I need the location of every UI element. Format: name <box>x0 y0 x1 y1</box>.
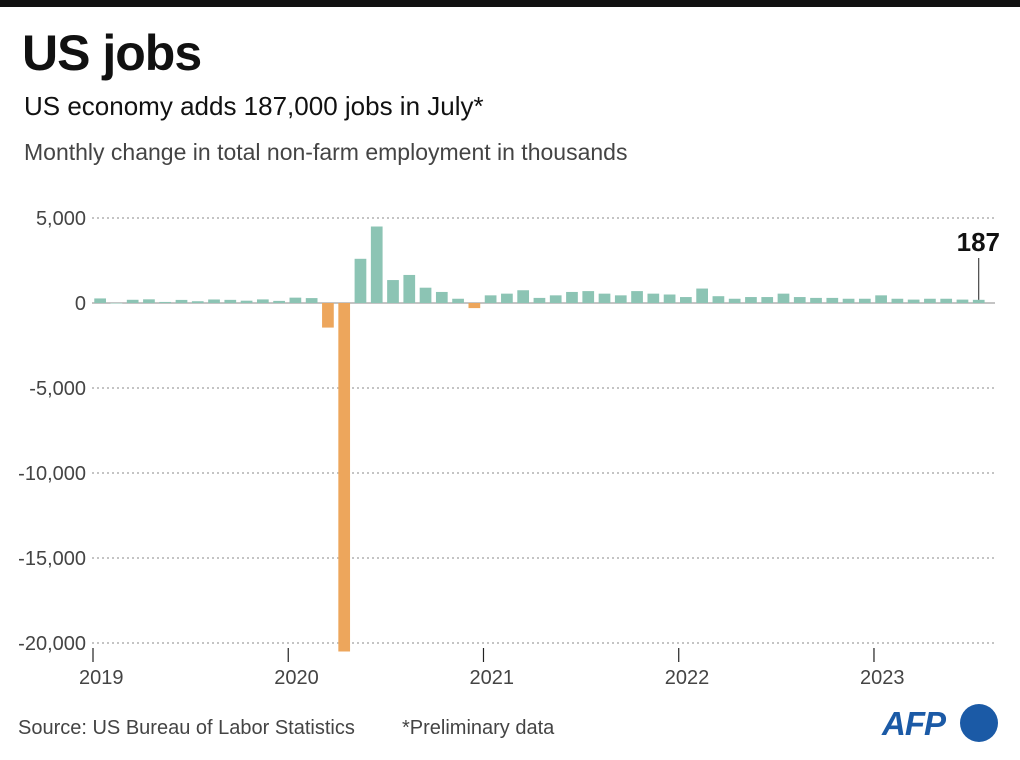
bar-2021-09 <box>614 295 627 303</box>
bar-2023-06 <box>956 299 969 303</box>
x-tick-label: 2023 <box>860 667 905 689</box>
bar-2019-02 <box>110 302 123 304</box>
bar-2019-11 <box>256 299 269 303</box>
bar-2020-05 <box>354 258 367 303</box>
bar-2022-02 <box>696 288 708 303</box>
bar-2020-08 <box>403 274 416 303</box>
y-tick-label: -15,000 <box>18 548 86 570</box>
bar-2021-08 <box>598 293 611 303</box>
bar-2023-01 <box>875 295 887 303</box>
bar-2019-08 <box>208 299 220 303</box>
bar-2023-03 <box>907 299 920 303</box>
y-tick-label: 0 <box>75 293 86 315</box>
bar-2020-02 <box>305 298 318 303</box>
chart-description: Monthly change in total non-farm employm… <box>24 139 628 165</box>
bar-2019-01 <box>94 298 106 303</box>
bar-2019-05 <box>159 301 172 303</box>
bar-2019-12 <box>273 300 285 303</box>
bar-2021-06 <box>566 291 578 303</box>
bar-2019-04 <box>143 299 155 303</box>
x-tick-label: 2021 <box>469 667 513 689</box>
bar-2022-12 <box>858 298 871 303</box>
page-title: US jobs <box>22 25 202 81</box>
x-tick-label: 2019 <box>79 667 124 689</box>
x-tick-label: 2022 <box>665 667 710 689</box>
bar-2019-07 <box>191 301 204 303</box>
bar-2020-09 <box>419 287 432 303</box>
bar-2022-09 <box>810 297 822 303</box>
bar-2023-05 <box>940 298 953 303</box>
bar-2020-03 <box>322 303 334 328</box>
jobs-bar-chart: 5,000 0 -5,000 -10,000 -15,000 -20,000 2019 202… <box>18 208 1000 689</box>
bar-2020-01 <box>289 297 302 303</box>
bar-2023-07 <box>972 299 985 303</box>
bar-2020-07 <box>387 280 399 303</box>
preliminary-note: *Preliminary data <box>402 717 555 739</box>
annotation-label: 187 <box>957 227 1000 257</box>
bar-2022-10 <box>826 297 839 303</box>
bar-2023-02 <box>891 298 904 303</box>
y-tick-label: -20,000 <box>18 633 86 655</box>
bar-2022-11 <box>842 298 855 303</box>
bar-2021-03 <box>517 290 530 303</box>
page-subtitle: US economy adds 187,000 jobs in July* <box>24 91 484 121</box>
bar-2020-04 <box>338 303 351 652</box>
bar-2021-05 <box>549 295 562 303</box>
bar-2021-04 <box>533 297 546 303</box>
bar-2022-07 <box>777 293 790 303</box>
x-tick-label: 2020 <box>274 667 319 689</box>
y-tick-label: -5,000 <box>29 378 86 400</box>
bar-2019-10 <box>240 300 253 303</box>
bar-2022-05 <box>745 297 757 303</box>
source-note: Source: US Bureau of Labor Statistics <box>18 717 355 739</box>
top-rule <box>0 0 1020 7</box>
bar-2021-07 <box>582 291 595 303</box>
bar-2021-10 <box>631 291 643 303</box>
bar-2021-01 <box>484 295 497 303</box>
bar-2023-04 <box>924 298 936 303</box>
bar-2020-10 <box>435 291 448 303</box>
bar-2022-08 <box>793 297 806 303</box>
bar-2021-02 <box>501 293 513 303</box>
y-tick-label: 5,000 <box>36 208 86 230</box>
afp-logo-circle-icon <box>960 704 998 742</box>
bar-2019-09 <box>224 299 237 303</box>
afp-logo: AFP <box>882 703 1000 743</box>
bar-2019-03 <box>126 299 139 303</box>
bar-2022-04 <box>728 298 741 303</box>
bar-2020-06 <box>370 226 383 303</box>
bar-2021-11 <box>647 293 660 303</box>
bar-2022-01 <box>680 297 692 303</box>
bar-2019-06 <box>175 299 188 303</box>
afp-logo-text: AFP <box>882 705 946 742</box>
bar-2022-03 <box>712 296 725 303</box>
y-tick-label: -10,000 <box>18 463 86 485</box>
bar-2020-11 <box>452 298 464 303</box>
bar-2022-06 <box>761 297 774 303</box>
bar-2021-12 <box>663 294 676 303</box>
bar-2020-12 <box>468 303 481 309</box>
